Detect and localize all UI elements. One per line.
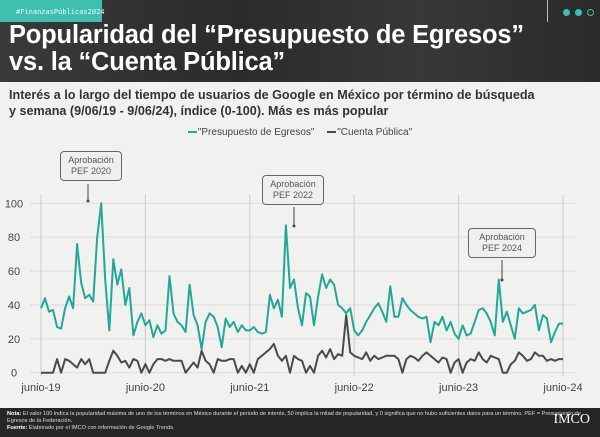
x-tick-label: junio-21 — [229, 382, 269, 394]
dot-icon — [575, 9, 582, 16]
source-label: Fuente: — [7, 425, 28, 432]
hashtag-label: #FinanzasPúblicas2024 — [0, 0, 105, 22]
annotation-pef-2022: Aprobación PEF 2022 — [262, 175, 324, 205]
legend-item: "Cuenta Pública" — [327, 127, 412, 138]
legend-item: "Presupuesto de Egresos" — [187, 127, 315, 138]
series-line — [41, 314, 563, 374]
divider — [547, 0, 548, 22]
page-dots — [563, 9, 594, 16]
legend-swatch — [187, 131, 197, 134]
dot-icon — [587, 9, 594, 16]
y-tick-label: 40 — [8, 300, 20, 312]
annotation-pef-2024: Aprobación PEF 2024 — [468, 228, 536, 258]
annotation-text: PEF 2024 — [481, 243, 523, 253]
x-tick-label: junio-19 — [20, 382, 60, 394]
annotation-text: Aprobación — [270, 179, 316, 189]
x-tick-label: junio-22 — [334, 382, 374, 394]
annotation-text: PEF 2020 — [70, 166, 112, 176]
y-tick-label: 20 — [8, 334, 20, 346]
y-tick-label: 100 — [5, 198, 23, 210]
note-label: Nota: — [7, 411, 22, 417]
x-tick-label: junio-23 — [438, 382, 478, 394]
source-text: Elaborado por el IMCO con información de… — [27, 425, 175, 432]
annotation-pointer-dot — [500, 278, 504, 282]
title-line: vs. la “Cuenta Pública” — [9, 48, 285, 76]
series-line — [40, 202, 563, 350]
page-title: Popularidad del “Presupuesto de Egresos”… — [9, 22, 524, 76]
legend: "Presupuesto de Egresos" "Cuenta Pública… — [0, 127, 600, 138]
dot-icon — [563, 9, 570, 16]
legend-label: "Presupuesto de Egresos" — [197, 127, 315, 138]
chart-subtitle: Interés a lo largo del tiempo de usuario… — [9, 88, 535, 119]
subtitle-line: Interés a lo largo del tiempo de usuario… — [9, 88, 535, 102]
x-tick-label: junio-20 — [125, 382, 165, 394]
y-tick-label: 60 — [8, 266, 20, 278]
annotation-text: PEF 2022 — [272, 190, 314, 200]
legend-swatch — [327, 131, 337, 134]
annotation-pef-2020: Aprobación PEF 2020 — [60, 151, 122, 181]
footer-notes: Nota: El valor 100 indica la popularidad… — [0, 408, 600, 437]
annotation-pointer-dot — [86, 199, 90, 203]
annotation-text: Aprobación — [68, 155, 114, 165]
x-tick-label: junio-24 — [542, 382, 582, 394]
annotation-text: Aprobación — [479, 232, 525, 242]
title-line: Popularidad del “Presupuesto de Egresos” — [9, 21, 524, 49]
subtitle-line: y semana (9/06/19 - 9/06/24), índice (0-… — [9, 103, 389, 118]
y-tick-label: 0 — [11, 368, 17, 380]
header-banner: #FinanzasPúblicas2024 Popularidad del “P… — [0, 0, 600, 82]
y-tick-label: 80 — [8, 232, 20, 244]
note-text: El valor 100 indica la popularidad máxim… — [7, 411, 581, 425]
imco-logo: IMCO — [553, 412, 590, 427]
annotation-pointer-dot — [292, 224, 296, 228]
legend-label: "Cuenta Pública" — [337, 127, 413, 138]
